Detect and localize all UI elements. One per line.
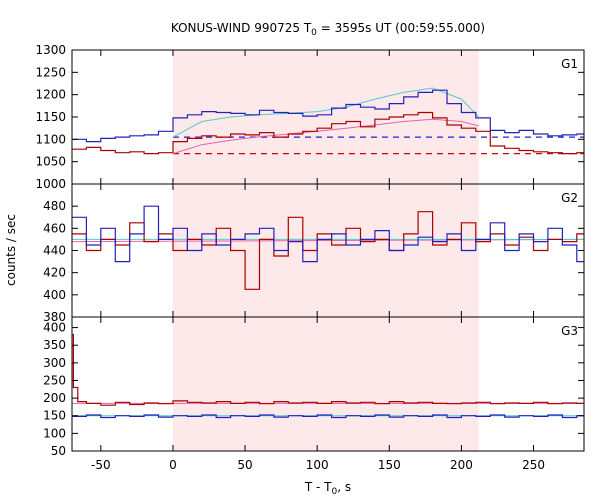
panel-g1-y-tick-label: 1050 <box>35 155 66 169</box>
chart-title: KONUS-WIND 990725 T0 = 3595s UT (00:59:5… <box>171 21 485 38</box>
y-axis-label: counts / sec <box>4 214 18 286</box>
panel-g1-label: G1 <box>561 57 578 71</box>
panel-g3-y-tick-label: 350 <box>43 338 66 352</box>
panel-g1-y-tick-label: 1200 <box>35 88 66 102</box>
panel-g3-blue-series <box>72 414 584 419</box>
panel-g1-blue-series <box>72 89 584 143</box>
panel-g2-y-tick-label: 480 <box>43 199 66 213</box>
panel-g3-y-tick-label: 200 <box>43 391 66 405</box>
panel-g3-frame <box>71 316 585 452</box>
panel-g2-y-tick-label: 420 <box>43 266 66 280</box>
panel-g2-y-tick-label: 400 <box>43 288 66 302</box>
panel-g2-blue-series <box>72 205 584 263</box>
panel-g3-y-tick-label: 250 <box>43 373 66 387</box>
x-tick-label: 0 <box>169 458 177 472</box>
panel-g1-red-series <box>72 111 584 155</box>
panel-g1-y-tick-label: 1100 <box>35 132 66 146</box>
panel-g2-y-tick-label: 380 <box>43 310 66 324</box>
panel-g3-y-tick-label: 150 <box>43 409 66 423</box>
panel-g2-label: G2 <box>561 191 578 205</box>
panel-g1-y-tick-label: 1300 <box>35 43 66 57</box>
panel-g2-y-tick-label: 460 <box>43 221 66 235</box>
panel-g3-label: G3 <box>561 324 578 338</box>
panel-g3-y-tick-label: 100 <box>43 426 66 440</box>
panel-g2-y-tick-label: 440 <box>43 244 66 258</box>
x-tick-label: 200 <box>450 458 473 472</box>
panel-g3-y-tick-label: 400 <box>43 321 66 335</box>
x-tick-label: 250 <box>522 458 545 472</box>
panel-g3-red-series <box>72 334 584 406</box>
panel-g1-shaded-interval <box>172 50 479 184</box>
panel-g2-shaded-interval <box>172 184 479 317</box>
x-axis-label: T - T0, s <box>304 480 351 497</box>
panel-g1-y-tick-label: 1250 <box>35 65 66 79</box>
panel-g3-y-tick-label: 300 <box>43 356 66 370</box>
panel-g1-y-tick-label: 1000 <box>35 177 66 191</box>
x-tick-label: 50 <box>237 458 252 472</box>
panel-g3-y-tick-label: 50 <box>51 444 66 458</box>
panel-g1-y-tick-label: 1150 <box>35 110 66 124</box>
panel-g1-red-fit-line <box>172 118 479 155</box>
x-tick-label: 100 <box>306 458 329 472</box>
x-tick-label: -50 <box>91 458 111 472</box>
x-tick-label: 150 <box>378 458 401 472</box>
panel-g3-shaded-interval <box>172 317 479 451</box>
